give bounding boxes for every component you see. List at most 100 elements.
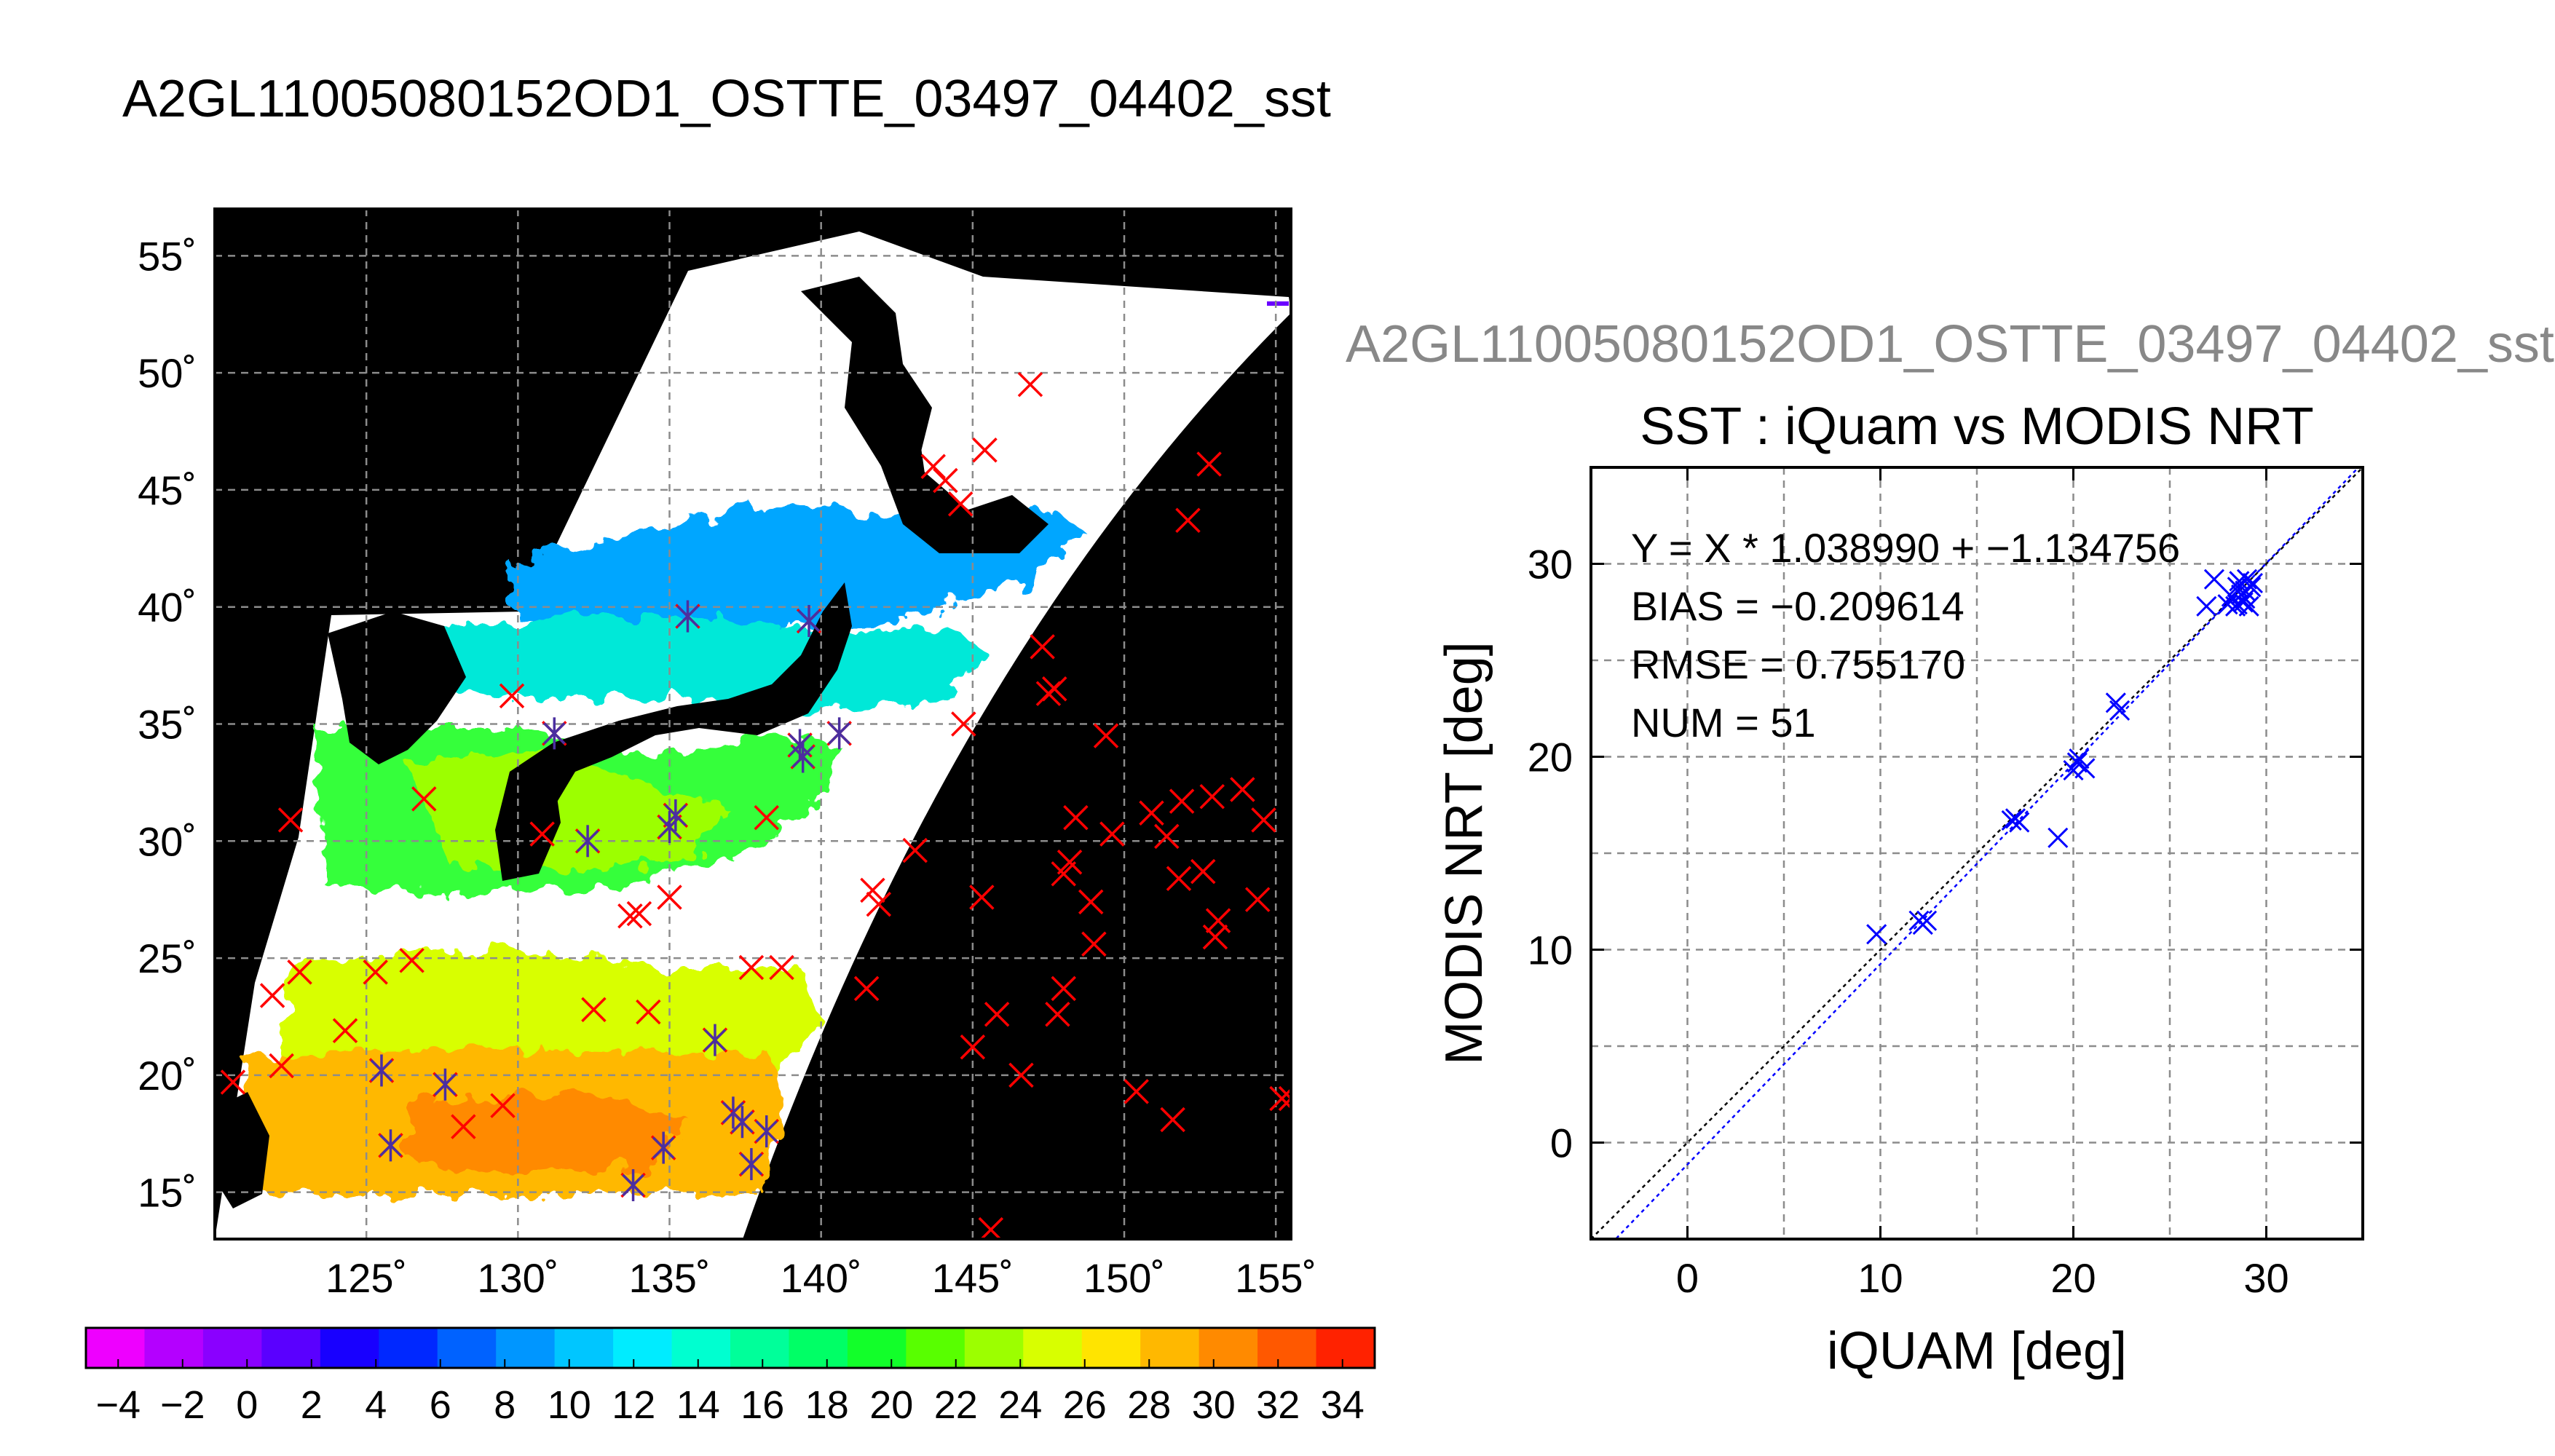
map-marker — [902, 837, 928, 863]
y-tick-label: 0 — [1550, 1120, 1573, 1166]
colorbar-cells — [86, 1328, 1375, 1368]
map-marker — [490, 1093, 516, 1118]
colorbar-cell — [86, 1328, 145, 1368]
map-marker — [626, 901, 652, 927]
map-marker — [1017, 371, 1043, 397]
colorbar-cell — [1198, 1328, 1258, 1368]
scatter-grid — [1591, 467, 2363, 1239]
map-marker — [1175, 507, 1201, 533]
map-marker — [287, 960, 312, 985]
y-tick-label: 10 — [1528, 927, 1573, 973]
map-marker — [920, 454, 946, 479]
colorbar-tick-label: 8 — [494, 1383, 516, 1427]
scatter-point — [2240, 577, 2262, 598]
scatter-points — [1866, 569, 2264, 945]
scatter-point — [2105, 692, 2126, 713]
map-marker — [1139, 800, 1164, 826]
map-marker — [499, 683, 525, 709]
colorbar-tick-label: 26 — [1063, 1383, 1107, 1427]
lon-tick-label: 150˚ — [1083, 1255, 1165, 1301]
map-marker — [1078, 889, 1104, 915]
scatter-xlabel: iQUAM [deg] — [1827, 1322, 2127, 1380]
colorbar-tick-label: 16 — [741, 1383, 784, 1427]
colorbar-tick-label: 6 — [430, 1383, 451, 1427]
x-tick-label: 0 — [1676, 1255, 1699, 1301]
map-marker — [1099, 821, 1125, 847]
colorbar-cell — [613, 1328, 673, 1368]
colorbar-tick-label: 10 — [548, 1383, 591, 1427]
map-marker-used — [791, 740, 814, 773]
colorbar-tick-label: −2 — [160, 1383, 205, 1427]
map-grid — [215, 209, 1291, 1239]
scatter-point — [2242, 572, 2264, 594]
colorbar-tick-label: 34 — [1321, 1383, 1365, 1427]
map-marker-used — [731, 1106, 754, 1139]
colorbar-cell — [496, 1328, 556, 1368]
annotation-fit: Y = X * 1.038990 + −1.134756 — [1631, 525, 2180, 571]
lon-tick-label: 155˚ — [1235, 1255, 1316, 1301]
map-marker — [269, 1053, 294, 1079]
colorbar-cell — [1257, 1328, 1317, 1368]
colorbar-cell — [202, 1328, 262, 1368]
map-marker — [636, 999, 661, 1025]
map-marker — [951, 711, 976, 737]
scatter-point — [1866, 924, 1887, 945]
scatter-point — [2109, 700, 2131, 721]
scatter-title: SST : iQuam vs MODIS NRT — [1640, 397, 2314, 456]
map-marker — [399, 948, 424, 973]
lon-tick-label: 145˚ — [932, 1255, 1014, 1301]
map-marker — [738, 954, 765, 981]
map-marker-used — [576, 825, 599, 858]
scatter-point — [2001, 810, 2022, 831]
map-lon-labels: 125˚ 130˚ 135˚ 140˚ 145˚ 150˚ 155˚ — [325, 1255, 1316, 1301]
colorbar-tick-label: −4 — [95, 1383, 141, 1427]
map-marker-used — [664, 799, 687, 831]
scatter-point — [1916, 910, 1938, 931]
annotation-rmse: RMSE = 0.755170 — [1631, 641, 1965, 687]
lat-tick-label: 30˚ — [138, 818, 197, 864]
y-tick-label: 30 — [1528, 542, 1573, 587]
map-marker — [1008, 1062, 1034, 1088]
map-marker — [860, 877, 885, 903]
scatter-ylabel: MODIS NRT [deg] — [1435, 641, 1493, 1065]
colorbar-cell — [1140, 1328, 1200, 1368]
map-marker — [969, 885, 995, 910]
map-marker-used — [828, 717, 850, 750]
colorbar-tick-label: 22 — [934, 1383, 978, 1427]
map-marker — [947, 491, 974, 517]
colorbar-tick-label: 28 — [1127, 1383, 1171, 1427]
map-marker — [657, 885, 682, 910]
map-marker — [1196, 451, 1222, 477]
scatter-point — [2235, 588, 2256, 609]
colorbar-cell — [1316, 1328, 1375, 1368]
colorbar-cell — [144, 1328, 204, 1368]
map-frame — [213, 207, 1292, 1241]
colorbar-cell — [730, 1328, 789, 1368]
map-marker — [1160, 1107, 1185, 1133]
colorbar-cell — [847, 1328, 907, 1368]
x-tick-label: 20 — [2050, 1255, 2096, 1301]
x-tick-label: 30 — [2243, 1255, 2289, 1301]
annotation-bias: BIAS = −0.209614 — [1631, 583, 1964, 629]
x-tick-label: 10 — [1857, 1255, 1903, 1301]
lat-tick-label: 15˚ — [138, 1170, 197, 1216]
land-masses — [215, 277, 1049, 1208]
colorbar-cell — [554, 1328, 614, 1368]
lon-tick-label: 125˚ — [325, 1255, 407, 1301]
map-marker — [933, 467, 958, 494]
colorbar-cell — [671, 1328, 731, 1368]
colorbar-tick-label: 18 — [805, 1383, 849, 1427]
map-marker — [332, 1018, 358, 1044]
map-marker-used — [622, 1169, 644, 1202]
lon-tick-label: 130˚ — [477, 1255, 558, 1301]
map-marker — [1030, 634, 1055, 660]
scatter-point — [2069, 748, 2090, 769]
map-marker-used — [370, 1054, 393, 1087]
lat-tick-label: 40˚ — [138, 585, 197, 630]
map-marker-used — [379, 1129, 402, 1162]
lon-tick-label: 135˚ — [628, 1255, 710, 1301]
map-marker — [529, 821, 555, 847]
annotation-num: NUM = 51 — [1631, 700, 1816, 745]
map-marker — [972, 438, 998, 463]
scatter-frame — [1590, 466, 2364, 1241]
